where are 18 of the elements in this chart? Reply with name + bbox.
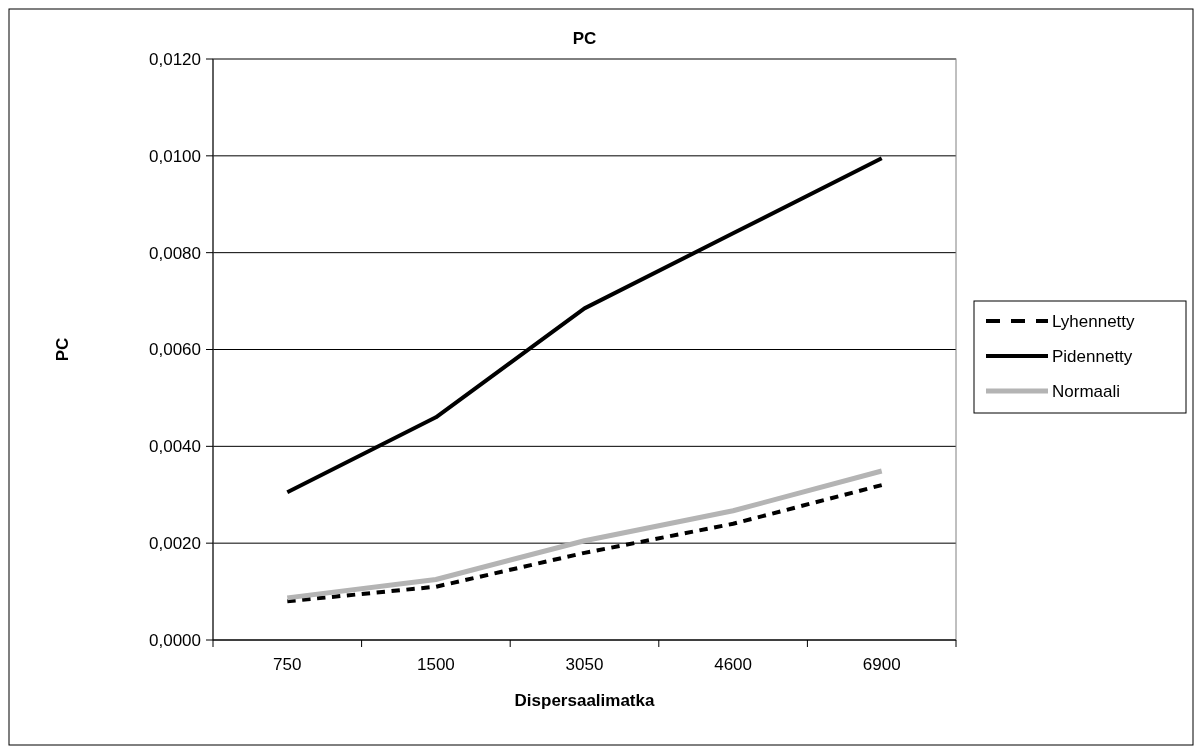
y-tick-label: 0,0080: [149, 243, 201, 263]
y-tick-label: 0,0060: [149, 340, 201, 360]
y-tick-label: 0,0100: [149, 146, 201, 166]
x-tick-label: 6900: [862, 655, 901, 674]
y-tick-label: 0,0000: [149, 630, 201, 650]
legend-label: Normaali: [1052, 381, 1121, 401]
x-axis-title: Dispersaalimatka: [514, 691, 655, 710]
y-tick-label: 0,0120: [149, 49, 201, 69]
y-tick-label: 0,0040: [149, 437, 201, 457]
y-axis-title: PC: [53, 337, 72, 362]
chart-title: PC: [572, 29, 597, 48]
legend-label: Lyhennetty: [1052, 311, 1136, 331]
x-tick-label: 750: [273, 655, 302, 674]
x-tick-label: 3050: [565, 655, 604, 674]
legend-label: Pidennetty: [1052, 346, 1133, 366]
x-tick-label: 1500: [416, 655, 455, 674]
y-tick-label: 0,0020: [149, 534, 201, 554]
x-tick-label: 4600: [714, 655, 753, 674]
